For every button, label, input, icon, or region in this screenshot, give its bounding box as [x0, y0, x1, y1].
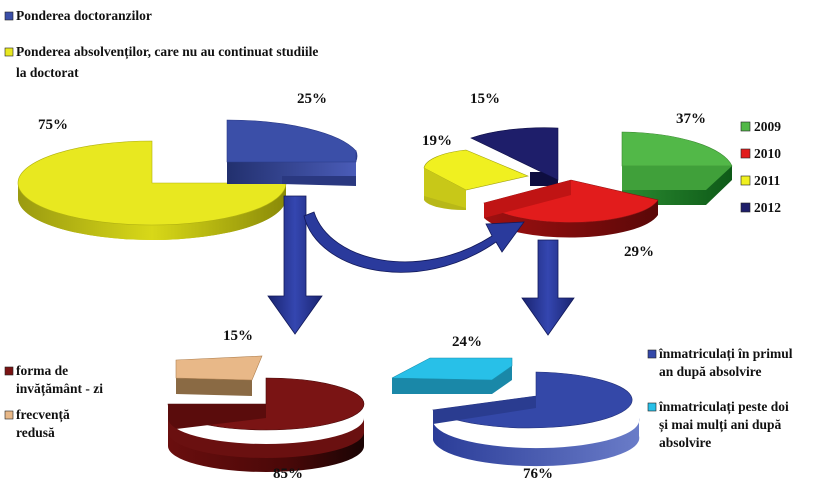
pie-chart-study-form: 15% 85% — [167, 328, 365, 479]
legend-label-zi: forma de — [16, 363, 68, 378]
arrow-down-left — [267, 195, 323, 335]
pie2-label-15: 15% — [470, 91, 500, 107]
pie1-legend: Ponderea doctoranzilor Ponderea absolven… — [4, 8, 318, 80]
legend-label-absolventi-line2: la doctorat — [16, 65, 79, 80]
legend-label-peste-doi: înmatriculați peste doi — [658, 399, 789, 415]
pie2-slice-15 — [470, 127, 559, 181]
pie3-slice-85-bottom — [168, 418, 364, 458]
legend-label-2010: 2010 — [754, 146, 781, 161]
pie2-label-37: 37% — [676, 111, 706, 127]
legend-swatch-2012 — [740, 202, 751, 213]
legend-label-redusa: frecvență — [16, 407, 70, 423]
legend-label-primul-an: înmatriculați în primul — [658, 346, 793, 362]
pie1-slice-75-side-body — [18, 183, 286, 240]
legend-label-peste-doi-line3: absolvire — [659, 435, 711, 450]
legend-label-absolventi: Ponderea absolvenților, care nu au conti… — [16, 44, 318, 60]
pie4-label-24: 24% — [452, 334, 482, 350]
flow-arrows — [267, 195, 575, 336]
pie2-slice-29-cut — [484, 180, 571, 218]
legend-label-peste-doi-line2: și mai mulți ani după — [659, 417, 782, 433]
pie3-slice-85-side — [168, 430, 364, 472]
pie-chart-enrollment-time: 24% 76% — [391, 334, 640, 479]
pie2-slice-37-front — [622, 166, 732, 190]
pie1-slice-25-lower — [282, 176, 356, 186]
pie3-label-15: 15% — [223, 328, 253, 344]
pie3-legend: forma de invățământ - zi frecvență redus… — [4, 363, 103, 440]
legend-label-redusa-line2: redusă — [16, 425, 55, 440]
pie1-label-75: 75% — [38, 117, 68, 133]
pie-chart-years: 37% 29% 19% 15% — [422, 91, 733, 260]
legend-swatch-2010 — [740, 148, 751, 159]
legend-swatch-redusa — [4, 410, 14, 420]
pie1-slice-75 — [17, 140, 287, 226]
pie3-slice-15 — [175, 355, 263, 381]
pie2-slice-19 — [423, 149, 529, 191]
pie3-slice-15-side — [176, 378, 252, 396]
pie4-label-76: 76% — [523, 466, 553, 479]
pie1-label-25: 25% — [297, 91, 327, 107]
pie2-slice-37 — [621, 131, 733, 167]
legend-swatch-zi — [4, 366, 14, 376]
arrow-curved — [303, 211, 525, 273]
legend-label-2009: 2009 — [754, 119, 781, 134]
pie4-legend: înmatriculați în primul an după absolvir… — [647, 346, 793, 450]
legend-label-primul-an-line2: an după absolvire — [659, 364, 762, 379]
legend-swatch-primul-an — [647, 349, 657, 359]
pie3-label-85: 85% — [273, 466, 303, 479]
legend-swatch-2009 — [740, 121, 751, 132]
arrow-down-right — [521, 239, 575, 336]
pie1-slice-25 — [226, 119, 357, 163]
pie2-slice-29-side — [484, 200, 658, 238]
legend-swatch-peste-doi — [647, 402, 657, 412]
pie4-slice-24 — [391, 357, 513, 381]
pie2-slice-19-body — [424, 168, 466, 208]
legend-label-2011: 2011 — [754, 173, 781, 188]
legend-label-doctoranzi: Ponderea doctoranzilor — [16, 8, 152, 23]
pie3-slice-85-mid — [168, 404, 266, 430]
pie-chart-doctorate-share: 25% 75% — [17, 91, 358, 240]
legend-swatch-2011 — [740, 175, 751, 186]
legend-label-2012: 2012 — [754, 200, 781, 215]
pie4-slice-76-band — [433, 396, 536, 424]
pie2-legend: 2009 2010 2011 2012 — [740, 119, 781, 215]
pie2-label-29: 29% — [624, 244, 654, 260]
pie2-label-19: 19% — [422, 133, 452, 149]
pie4-slice-76-side — [433, 418, 640, 467]
legend-swatch-doctoranzi — [4, 11, 14, 21]
legend-swatch-absolventi — [4, 47, 14, 57]
legend-label-zi-line2: invățământ - zi — [16, 381, 103, 397]
